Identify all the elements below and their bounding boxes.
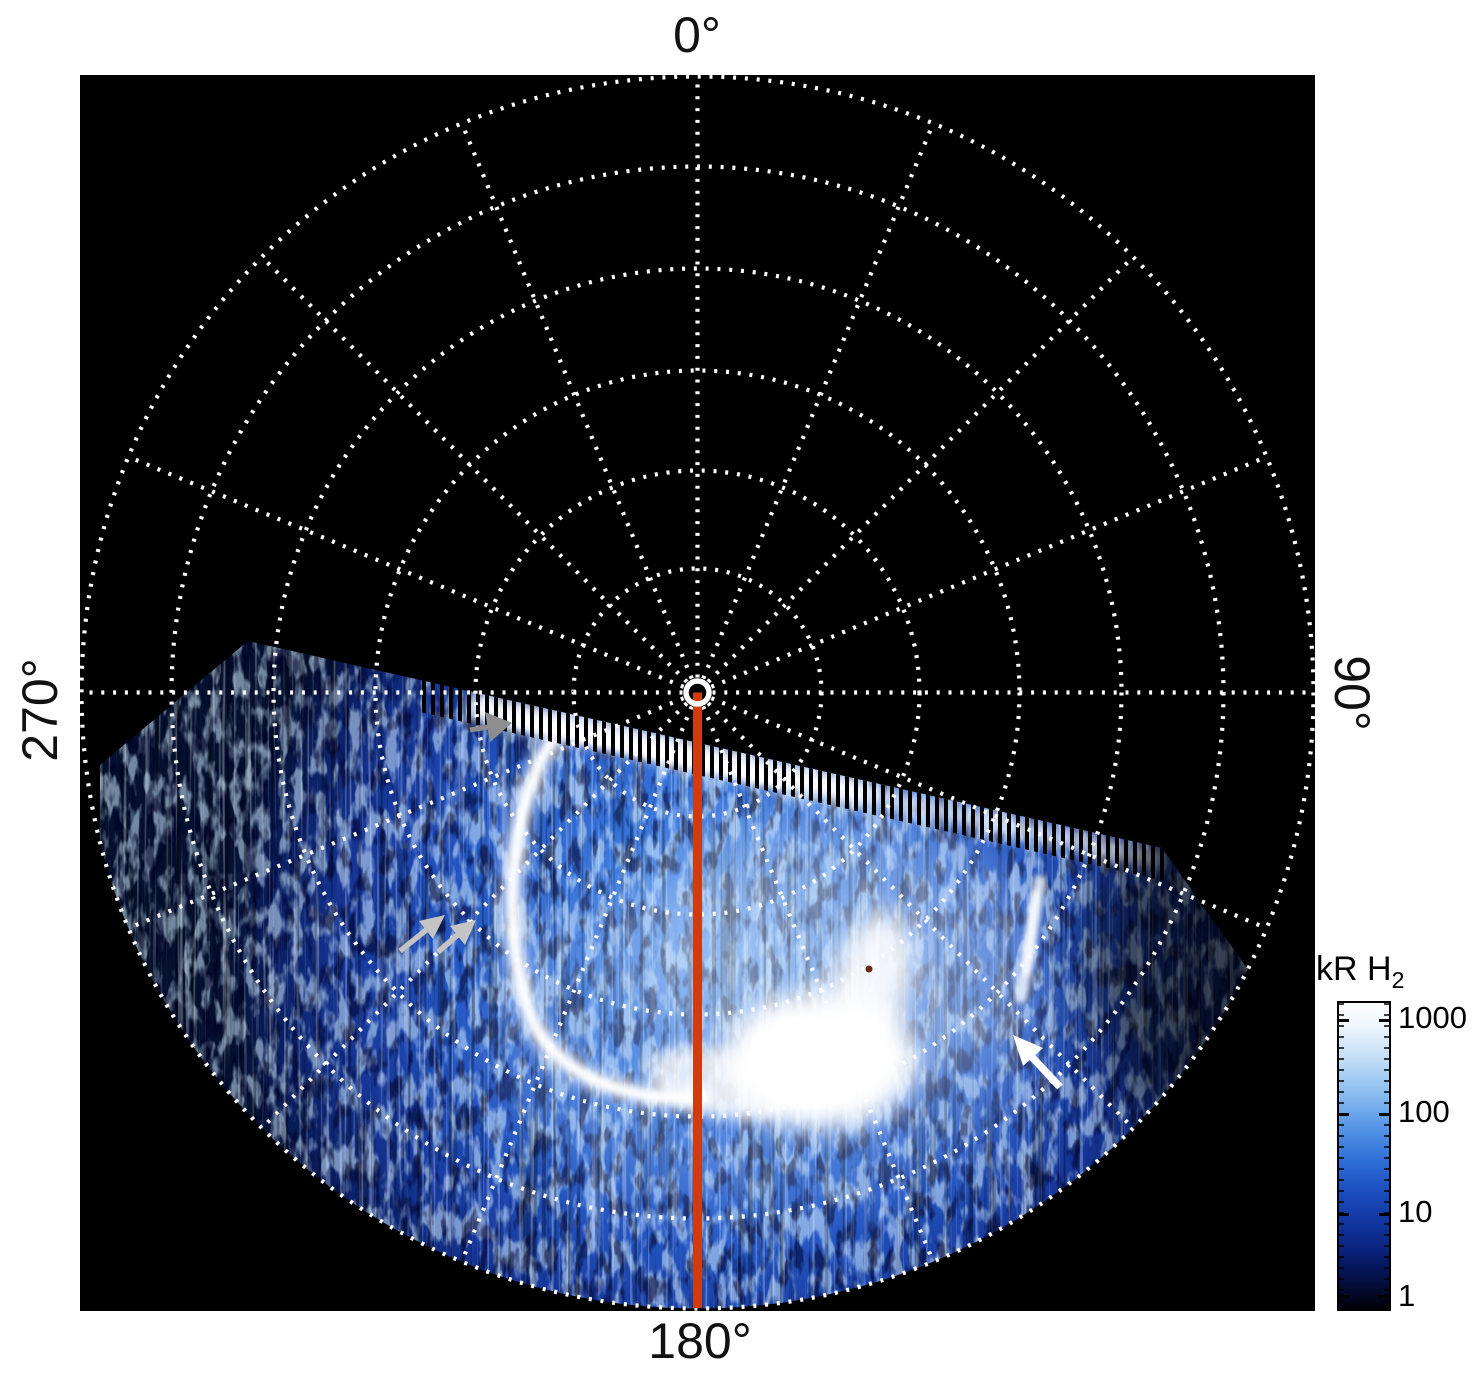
boundary-teeth: [420, 676, 1165, 881]
angle-label-270: 270°: [12, 658, 68, 762]
colorbar-label-1: 1: [1398, 1278, 1416, 1313]
colorbar-tick-1000: [1339, 1019, 1349, 1022]
colorbar-tick-100: [1339, 1113, 1349, 1116]
pole-marker-ring: [683, 678, 712, 707]
polar-grid: [80, 75, 1315, 1311]
annotation-arrows: [398, 712, 1063, 1090]
angle-label-90: 90°: [1324, 655, 1380, 731]
gray-arrow-upperright-2-icon: [436, 920, 476, 955]
colorbar: [1337, 1001, 1391, 1311]
polar-plot: [80, 75, 1315, 1311]
artifact-speck: [865, 965, 873, 973]
colorbar-label-100: 100: [1398, 1094, 1450, 1129]
gray-arrow-right-icon: [469, 712, 512, 742]
colorbar-label-1000: 1000: [1398, 1000, 1467, 1035]
angle-label-180: 180°: [648, 1313, 752, 1369]
colorbar-tick-10: [1339, 1213, 1349, 1216]
angle-label-0: 0°: [673, 7, 721, 63]
gray-arrow-upperright-1-icon: [398, 915, 445, 954]
colorbar-tick-1: [1339, 1295, 1349, 1298]
polar-plot-panel: [80, 75, 1315, 1311]
colorbar-minor-ticks-right: [1384, 1003, 1389, 1309]
white-arrow-icon: [1013, 1035, 1063, 1090]
colorbar-minor-ticks-left: [1339, 1003, 1344, 1309]
colorbar-label-10: 10: [1398, 1194, 1433, 1229]
colorbar-title: kR H2: [1316, 950, 1405, 993]
